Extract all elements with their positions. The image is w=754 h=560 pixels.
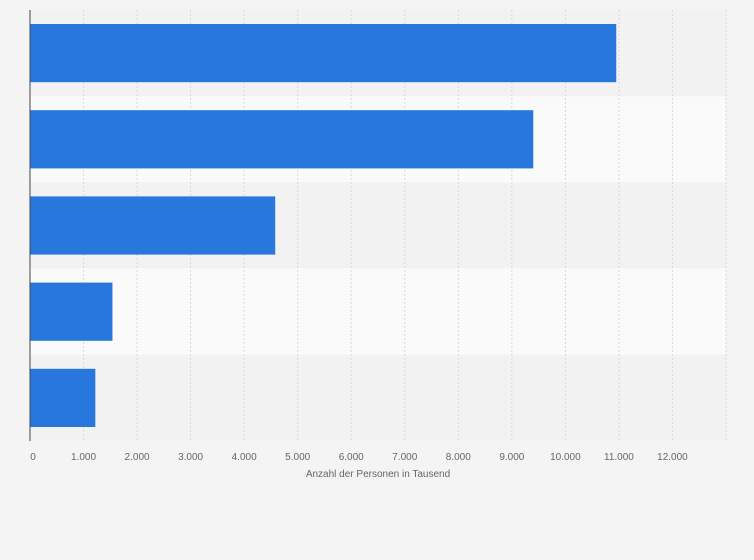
bars: [30, 24, 617, 427]
x-tick-label: 7.000: [392, 452, 417, 463]
x-tick-label: 3.000: [178, 452, 203, 463]
x-tick-label: 4.000: [232, 452, 257, 463]
x-tick-label: 8.000: [446, 452, 471, 463]
bar: [30, 196, 276, 255]
x-tick-label: 0: [30, 452, 36, 463]
row-band: [30, 354, 726, 441]
x-tick-label: 9.000: [499, 452, 524, 463]
x-tick-label: 1.000: [71, 452, 96, 463]
bar: [30, 24, 617, 83]
x-tick-label: 5.000: [285, 452, 310, 463]
x-tick-label: 6.000: [339, 452, 364, 463]
x-tick-label: 2.000: [125, 452, 150, 463]
x-tick-labels: 0 1.000 2.000 3.000 4.000 5.000 6.000 7.000 8.00…: [30, 452, 688, 463]
row-band: [30, 268, 726, 355]
bar: [30, 110, 534, 169]
bar: [30, 368, 96, 427]
x-tick-label: 11.000: [604, 452, 634, 463]
x-axis-title: Anzahl der Personen in Tausend: [306, 469, 450, 480]
x-tick-label: 10.000: [550, 452, 581, 463]
x-tick-label: 12.000: [657, 452, 688, 463]
bar: [30, 282, 113, 341]
